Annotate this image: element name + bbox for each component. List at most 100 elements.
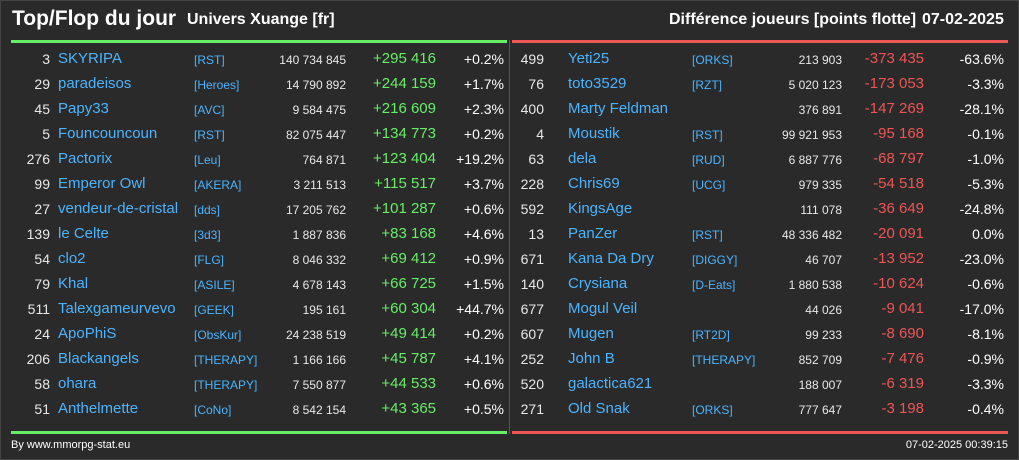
player-name-link[interactable]: Talexgameurvevo bbox=[58, 300, 176, 317]
player-points: 24 238 519 bbox=[285, 328, 346, 342]
percent-change: +3.7% bbox=[463, 176, 504, 192]
player-name-link[interactable]: ohara bbox=[58, 375, 97, 392]
player-row: 5 Founcouncoun [RST] 82 075 447 +134 773 +0.2… bbox=[10, 122, 508, 147]
guild-tag-link[interactable]: [THERAPY] bbox=[194, 353, 258, 367]
percent-change: -28.1% bbox=[959, 101, 1004, 117]
player-name-link[interactable]: Founcouncoun bbox=[58, 125, 158, 142]
player-name-link[interactable]: clo2 bbox=[58, 250, 86, 267]
player-name-link[interactable]: Emperor Owl bbox=[58, 175, 146, 192]
player-row: 140 Crysiana [D-Eats] 1 880 538 -10 624 -0.6% bbox=[512, 272, 1010, 297]
player-row: 29 paradeisos [Heroes] 14 790 892 +244 159 +1… bbox=[10, 72, 508, 97]
player-name-link[interactable]: Chris69 bbox=[568, 175, 620, 192]
guild-tag-link[interactable]: [RT2D] bbox=[692, 328, 730, 342]
guild-tag-link[interactable]: [D-Eats] bbox=[692, 278, 736, 292]
player-points: 4 678 143 bbox=[292, 278, 346, 292]
guild-tag-link[interactable]: [RST] bbox=[692, 128, 723, 142]
player-name-link[interactable]: Crysiana bbox=[568, 275, 628, 292]
points-delta: -173 053 bbox=[864, 75, 924, 92]
guild-tag-link[interactable]: [THERAPY] bbox=[692, 353, 756, 367]
player-points: 777 647 bbox=[798, 403, 842, 417]
player-points: 213 903 bbox=[798, 53, 842, 67]
guild-tag-link[interactable]: [RST] bbox=[692, 228, 723, 242]
guild-tag-link[interactable]: [ASILE] bbox=[194, 278, 235, 292]
guild-tag-link[interactable]: [GEEK] bbox=[194, 303, 235, 317]
player-name-link[interactable]: Kana Da Dry bbox=[568, 250, 654, 267]
panel-separator bbox=[509, 40, 510, 434]
player-name-link[interactable]: SKYRIPA bbox=[58, 50, 122, 67]
player-name-link[interactable]: Anthelmette bbox=[58, 400, 139, 417]
player-points: 17 205 762 bbox=[285, 203, 346, 217]
percent-change: -17.0% bbox=[959, 301, 1004, 317]
player-rank: 206 bbox=[26, 351, 50, 367]
guild-tag-link[interactable]: [ORKS] bbox=[692, 403, 733, 417]
guild-tag-link[interactable]: [FLG] bbox=[194, 253, 225, 267]
guild-tag-link[interactable]: [RST] bbox=[194, 128, 225, 142]
player-name-link[interactable]: Old Snak bbox=[568, 400, 630, 417]
percent-change: +4.6% bbox=[463, 226, 504, 242]
player-rank: 51 bbox=[34, 401, 50, 417]
guild-tag-link[interactable]: [RZT] bbox=[692, 78, 722, 92]
guild-tag-link[interactable]: [CoNo] bbox=[194, 403, 232, 417]
guild-tag-link[interactable]: [Leu] bbox=[194, 153, 221, 167]
player-name-link[interactable]: paradeisos bbox=[58, 75, 132, 92]
percent-change: +0.2% bbox=[463, 326, 504, 342]
points-delta: -3 198 bbox=[881, 400, 924, 417]
points-delta: -147 269 bbox=[864, 100, 924, 117]
player-points: 764 871 bbox=[302, 153, 346, 167]
player-name-link[interactable]: ApoPhiS bbox=[58, 325, 117, 342]
points-delta: +295 416 bbox=[373, 50, 436, 67]
header-date: 07-02-2025 bbox=[922, 11, 1004, 28]
guild-tag-link[interactable]: [ObsKur] bbox=[194, 328, 242, 342]
player-rank: 24 bbox=[34, 326, 50, 342]
player-name-link[interactable]: toto3529 bbox=[568, 75, 627, 92]
player-rank: 252 bbox=[520, 351, 544, 367]
player-name-link[interactable]: vendeur-de-cristal bbox=[58, 200, 179, 217]
player-row: 499 Yeti25 [ORKS] 213 903 -373 435 -63.6% bbox=[512, 47, 1010, 72]
guild-tag-link[interactable]: [RUD] bbox=[692, 153, 725, 167]
guild-tag-link[interactable]: [ORKS] bbox=[692, 53, 733, 67]
player-name-link[interactable]: Mugen bbox=[568, 325, 614, 342]
points-delta: -54 518 bbox=[873, 175, 924, 192]
percent-change: +0.6% bbox=[463, 201, 504, 217]
points-delta: +49 414 bbox=[381, 325, 436, 342]
guild-tag-link[interactable]: [UCG] bbox=[692, 178, 726, 192]
player-name-link[interactable]: PanZer bbox=[568, 225, 618, 242]
flop-players-list: 499 Yeti25 [ORKS] 213 903 -373 435 -63.6% 76 to… bbox=[512, 47, 1010, 422]
points-delta: +115 517 bbox=[374, 175, 436, 192]
player-row: 4 Moustik [RST] 99 921 953 -95 168 -0.1% bbox=[512, 122, 1010, 147]
player-rank: 607 bbox=[520, 326, 544, 342]
player-name-link[interactable]: Moustik bbox=[568, 125, 620, 142]
guild-tag-link[interactable]: [AKERA] bbox=[194, 178, 242, 192]
guild-tag-link[interactable]: [dds] bbox=[194, 203, 221, 217]
player-points: 111 078 bbox=[800, 203, 842, 217]
player-name-link[interactable]: le Celte bbox=[58, 225, 109, 242]
player-name-link[interactable]: galactica621 bbox=[568, 375, 653, 392]
player-rank: 228 bbox=[520, 176, 544, 192]
player-name-link[interactable]: Yeti25 bbox=[568, 50, 610, 67]
guild-tag-link[interactable]: [3d3] bbox=[194, 228, 221, 242]
player-name-link[interactable]: Pactorix bbox=[58, 150, 113, 167]
player-name-link[interactable]: Khal bbox=[58, 275, 89, 292]
player-name-link[interactable]: Papy33 bbox=[58, 100, 109, 117]
top-divider-positive bbox=[11, 40, 507, 43]
player-row: 24 ApoPhiS [ObsKur] 24 238 519 +49 414 +0.2% bbox=[10, 322, 508, 347]
points-delta: +44 533 bbox=[381, 375, 436, 392]
player-points: 376 891 bbox=[798, 103, 842, 117]
guild-tag-link[interactable]: [THERAPY] bbox=[194, 378, 258, 392]
player-rank: 76 bbox=[528, 76, 544, 92]
player-rank: 5 bbox=[42, 126, 50, 142]
player-name-link[interactable]: Mogul Veil bbox=[568, 300, 638, 317]
guild-tag-link[interactable]: [DIGGY] bbox=[692, 253, 738, 267]
player-name-link[interactable]: dela bbox=[568, 150, 597, 167]
player-name-link[interactable]: Marty Feldman bbox=[568, 100, 669, 117]
player-name-link[interactable]: Blackangels bbox=[58, 350, 139, 367]
percent-change: +0.6% bbox=[463, 376, 504, 392]
percent-change: -1.0% bbox=[967, 151, 1004, 167]
player-name-link[interactable]: KingsAge bbox=[568, 200, 633, 217]
guild-tag-link[interactable]: [Heroes] bbox=[194, 78, 240, 92]
guild-tag-link[interactable]: [RST] bbox=[194, 53, 225, 67]
player-points: 7 550 877 bbox=[292, 378, 346, 392]
player-name-link[interactable]: John B bbox=[568, 350, 615, 367]
guild-tag-link[interactable]: [AVC] bbox=[194, 103, 225, 117]
player-rank: 99 bbox=[34, 176, 50, 192]
